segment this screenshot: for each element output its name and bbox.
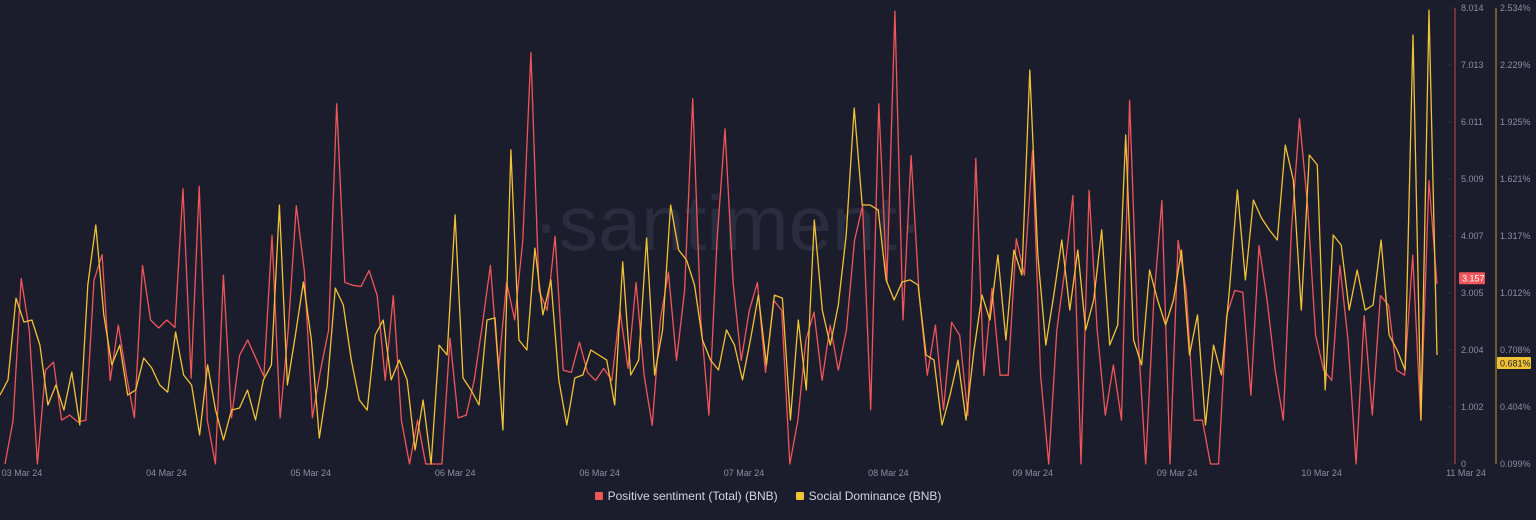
- chart-canvas[interactable]: ·santiment· 8.0147.0136.0115.0094.0073.0…: [0, 0, 1536, 480]
- dominance-tick-label: 1.621%: [1500, 174, 1531, 184]
- sentiment-current-value: 3.157: [1462, 274, 1485, 284]
- sentiment-tick-label: 5.009: [1461, 174, 1484, 184]
- series-lines: [0, 9, 1438, 465]
- x-tick-label: 09 Mar 24: [1013, 468, 1054, 478]
- sentiment-tick-label: 0: [1461, 459, 1466, 469]
- sentiment-current-badge: [1459, 272, 1485, 285]
- axes: 8.014 7.013 6.011 5.009 4.007 3.005 2.004 1.002…: [2, 3, 1531, 478]
- sentiment-line: [4, 10, 1438, 465]
- legend: Positive sentiment (Total) (BNB) Social …: [0, 489, 1536, 503]
- sentiment-tick-label: 7.013: [1461, 60, 1484, 70]
- legend-item-dominance[interactable]: Social Dominance (BNB): [795, 489, 942, 503]
- dominance-tick-label: 1.925%: [1500, 117, 1531, 127]
- sentiment-tick-label: 3.005: [1461, 288, 1484, 298]
- dominance-tick-label: 1.317%: [1500, 231, 1531, 241]
- dominance-current-badge: [1497, 357, 1531, 370]
- dominance-tick-label: 0.404%: [1500, 402, 1531, 412]
- dominance-swatch: [795, 492, 804, 500]
- x-tick-label: 05 Mar 24: [291, 468, 332, 478]
- sentiment-tick-label: 1.002: [1461, 402, 1484, 412]
- x-tick-label: 04 Mar 24: [146, 468, 187, 478]
- x-tick-label: 03 Mar 24: [2, 468, 43, 478]
- x-tick-label: 10 Mar 24: [1301, 468, 1342, 478]
- sentiment-tick-label: 2.004: [1461, 345, 1484, 355]
- dominance-tick-label: 2.534%: [1500, 3, 1531, 13]
- sentiment-swatch: [594, 492, 603, 500]
- x-tick-label: 09 Mar 24: [1157, 468, 1198, 478]
- legend-label-sentiment: Positive sentiment (Total) (BNB): [607, 489, 778, 503]
- legend-item-sentiment[interactable]: Positive sentiment (Total) (BNB): [594, 489, 778, 503]
- x-tick-label: 06 Mar 24: [579, 468, 620, 478]
- x-tick-label: 11 Mar 24: [1446, 468, 1486, 478]
- dominance-tick-label: 0.708%: [1500, 345, 1531, 355]
- dominance-tick-label: 0.099%: [1500, 459, 1531, 469]
- dominance-current-value: 0.681%: [1500, 359, 1531, 369]
- x-tick-label: 06 Mar 24: [435, 468, 476, 478]
- dominance-tick-label: 1.012%: [1500, 288, 1531, 298]
- x-tick-label: 07 Mar 24: [724, 468, 765, 478]
- legend-label-dominance: Social Dominance (BNB): [808, 489, 942, 503]
- sentiment-tick-label: 6.011: [1461, 117, 1483, 127]
- sentiment-tick-label: 8.014: [1461, 3, 1484, 13]
- dominance-tick-label: 2.229%: [1500, 60, 1531, 70]
- sentiment-tick-label: 4.007: [1461, 231, 1484, 241]
- x-tick-label: 08 Mar 24: [868, 468, 909, 478]
